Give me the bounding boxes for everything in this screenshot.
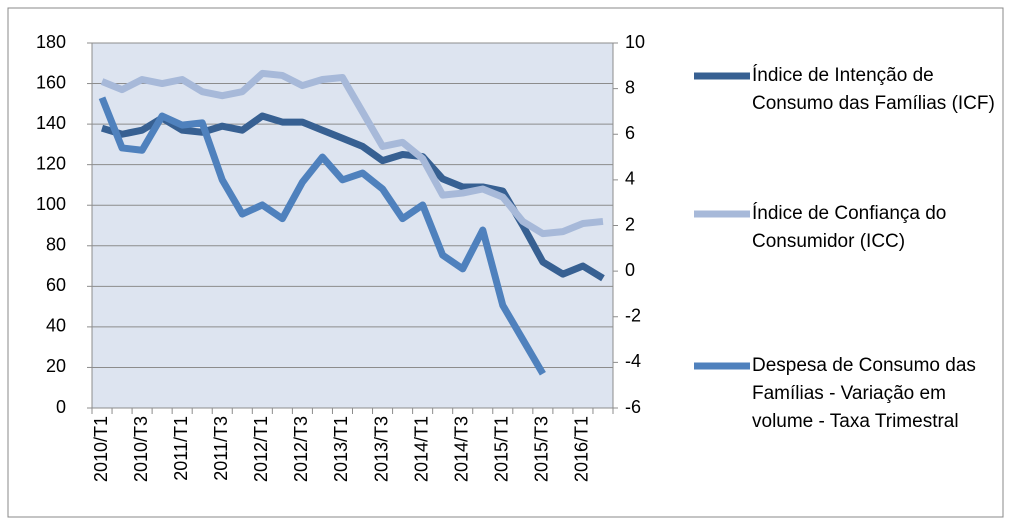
x-tick-label: 2012/T3 (291, 416, 311, 482)
y2-tick-label: -6 (625, 397, 641, 417)
x-tick-label: 2014/T1 (411, 416, 431, 482)
legend-label: Índice de Intenção de Consumo das Famíli… (752, 65, 995, 114)
y2-tick-label: 8 (625, 77, 635, 97)
y2-tick-label: 2 (625, 214, 635, 234)
data-line (100, 69, 604, 238)
y2-tick-label: -2 (625, 306, 641, 326)
y2-tick-label: 4 (625, 169, 635, 189)
x-tick-label: 2011/T3 (211, 416, 231, 481)
y-tick-label: 0 (56, 397, 66, 417)
y-tick-label: 180 (36, 32, 66, 52)
x-tick-label: 2016/T1 (572, 416, 592, 482)
x-tick-label: 2010/T1 (91, 416, 111, 482)
y2-tick-label: 0 (625, 260, 635, 280)
data-line (98, 96, 546, 376)
y-tick-label: 100 (36, 194, 66, 214)
x-tick-label: 2014/T3 (451, 416, 471, 482)
y-tick-label: 120 (36, 153, 66, 173)
y-tick-label: 140 (36, 113, 66, 133)
x-tick-label: 2012/T1 (251, 416, 271, 482)
y-tick-label: 40 (46, 316, 66, 336)
y2-tick-label: 6 (625, 123, 635, 143)
x-tick-label: 2010/T3 (131, 416, 151, 482)
y-tick-label: 20 (46, 356, 66, 376)
y-tick-label: 60 (46, 275, 66, 295)
x-tick-label: 2013/T1 (331, 416, 351, 482)
y-tick-label: 160 (36, 72, 66, 92)
y2-tick-label: 10 (625, 32, 645, 52)
y2-tick-label: -4 (625, 351, 641, 371)
x-tick-label: 2015/T1 (492, 416, 512, 482)
legend-label: Índice de Confiança do Consumidor (ICC) (752, 203, 947, 252)
x-tick-label: 2013/T3 (371, 416, 391, 482)
y-tick-label: 80 (46, 235, 66, 255)
x-tick-label: 2015/T3 (532, 416, 552, 482)
legend-label: Despesa de Consumo das Famílias - Variaç… (752, 355, 976, 432)
x-tick-label: 2011/T1 (171, 416, 191, 481)
